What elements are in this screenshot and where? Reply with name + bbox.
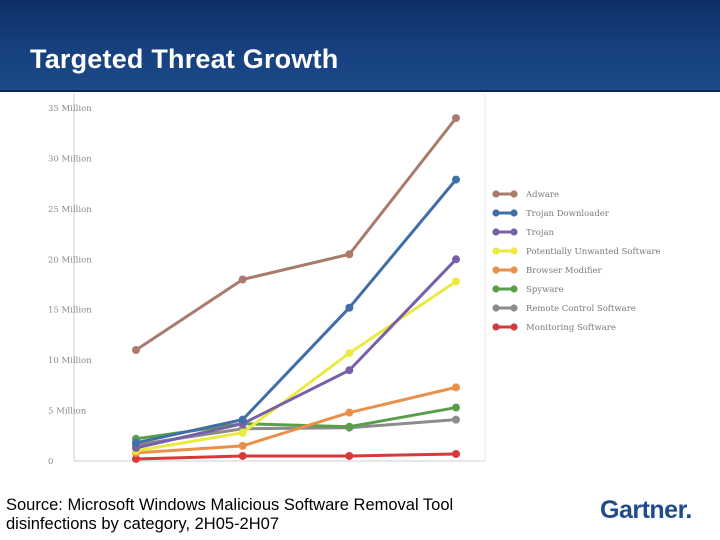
data-point [132,346,140,355]
data-point [452,383,460,392]
legend-swatch-dot [510,266,518,274]
series-line [134,279,458,453]
legend-swatch-dot [510,304,518,312]
gartner-logo: Gartner. [600,496,692,524]
legend-swatch-dot [492,247,500,255]
series-trojan-downloader [132,175,460,447]
legend-item: Spyware [492,285,564,295]
data-point [345,408,354,417]
legend-item: Potentially Unwanted Software [492,247,661,257]
data-point [452,114,460,123]
data-point [345,250,354,259]
y-tick-label: 25 Million [48,205,92,215]
y-tick-label: 0 [48,457,53,466]
y-tick-label: 10 Million [48,356,92,366]
legend-swatch-dot [510,228,518,236]
y-tick-label: 15 Million [48,306,92,316]
line-chart: 0 5 Million 10 Million 15 Million 20 Million… [48,94,486,466]
legend-swatch-dot [510,285,518,293]
data-point [238,275,247,284]
legend-label: Adware [525,190,559,200]
legend-label: Potentially Unwanted Software [526,247,661,257]
legend-swatch-dot [492,228,500,236]
data-point [345,303,354,312]
legend-item: Trojan [492,228,555,238]
legend-swatch-dot [492,285,500,293]
data-point [238,415,247,424]
series-line [134,385,458,455]
series-line [134,178,458,445]
data-point [345,349,354,358]
title-bar [0,0,720,90]
legend-swatch-dot [492,209,500,217]
y-tick-label: 35 Million [48,104,92,114]
data-point [452,255,460,264]
data-point [238,451,247,460]
data-point [345,422,354,431]
y-tick-label: 20 Million [48,255,92,265]
legend-swatch-dot [492,190,500,198]
data-point [452,403,460,412]
legend-item: Monitoring Software [492,323,616,333]
data-point [452,415,460,424]
legend-label: Monitoring Software [526,323,616,333]
y-tick-label: 30 Million [48,154,92,164]
data-point [132,438,140,447]
data-point [238,441,247,450]
legend-item: Remote Control Software [492,304,636,314]
legend-swatch-dot [510,209,518,217]
legend-swatch-dot [510,190,518,198]
data-point [452,277,460,286]
legend-swatch-dot [492,323,500,331]
legend-label: Trojan Downloader [526,209,610,219]
legend-item: Browser Modifier [492,266,603,276]
source-line-1: Source: Microsoft Windows Malicious Soft… [6,496,454,514]
source-note: Source: Microsoft Windows Malicious Soft… [6,496,566,534]
data-point [345,366,354,375]
legend-item: Adware [492,190,559,200]
series-line [134,452,458,461]
legend-label: Spyware [526,285,564,295]
data-point [132,454,140,463]
legend-label: Remote Control Software [526,304,636,314]
series-adware [132,114,460,355]
title-bar-underline [0,90,720,92]
slide-title: Targeted Threat Growth [30,44,339,74]
data-point [238,428,247,437]
legend-item: Trojan Downloader [492,209,610,219]
series-line [134,257,458,450]
source-line-2: disinfections by category, 2H05-2H07 [6,515,280,533]
chart-legend: Adware Trojan Downloader Trojan Potentially… [492,190,661,333]
legend-swatch-dot [510,323,518,331]
legend-swatch-dot [510,247,518,255]
legend-label: Browser Modifier [526,266,603,276]
legend-swatch-dot [492,266,500,274]
y-tick-label: 5 Million [48,407,87,417]
series-monitoring-software [132,449,460,463]
data-point [452,175,460,184]
legend-swatch-dot [492,304,500,312]
legend-label: Trojan [526,228,555,238]
data-point [452,449,460,458]
series-line [134,116,458,352]
data-point [345,451,354,460]
